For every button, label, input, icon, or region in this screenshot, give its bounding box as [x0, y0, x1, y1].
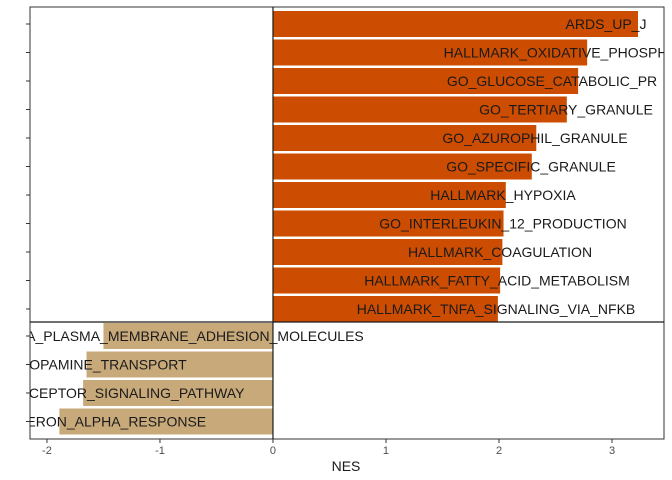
bar-positive-1 [272, 39, 588, 66]
bar-positive-8 [272, 239, 503, 265]
x-axis-title: NES [332, 458, 361, 474]
bar-label-positive-2: GO_GLUCOSE_CATABOLIC_PR [447, 73, 657, 89]
x-tick-label-0: -2 [42, 445, 52, 457]
x-tick-label-1: -1 [155, 445, 165, 457]
bar-label-positive-5: GO_SPECIFIC_GRANULE [446, 159, 616, 175]
bar-negative-1 [86, 351, 273, 378]
x-tick-label-4: 2 [496, 445, 502, 457]
bar-label-positive-10: HALLMARK_TNFA_SIGNALING_VIA_NFKB [357, 301, 636, 317]
bar-label-positive-4: GO_AZUROPHIL_GRANULE [442, 130, 627, 146]
bar-positive-10 [272, 296, 498, 322]
bar-label-positive-6: HALLMARK_HYPOXIA [430, 187, 576, 203]
x-tick-label-2: 0 [270, 445, 276, 457]
bar-positive-5 [272, 153, 532, 180]
axes-group: -2 -1 0 1 2 3 [26, 23, 615, 457]
bar-positive-9 [272, 267, 501, 294]
bar-label-negative-3: FERON_ALPHA_RESPONSE [18, 414, 206, 430]
bar-negative-3 [59, 408, 273, 435]
bar-negative-2 [83, 380, 273, 406]
bar-positive-2 [272, 68, 579, 94]
x-tick-label-5: 3 [609, 445, 615, 457]
bar-positive-3 [272, 96, 567, 123]
bar-label-negative-2: ECEPTOR_SIGNALING_PATHWAY [20, 385, 245, 401]
bar-label-positive-7: GO_INTERLEUKIN_12_PRODUCTION [379, 216, 626, 232]
bar-label-positive-9: HALLMARK_FATTY_ACID_METABOLISM [364, 273, 630, 289]
bar-label-negative-1: OPAMINE_TRANSPORT [29, 357, 187, 373]
bar-labels-group: ARDS_UP_J HALLMARK_OXIDATIVE_PHOSPHO GO_GL… [18, 16, 672, 430]
bar-positive-7 [272, 210, 504, 237]
bar-positive-6 [272, 182, 506, 208]
bar-negative-0 [103, 323, 273, 349]
bar-label-positive-1: HALLMARK_OXIDATIVE_PHOSPHO [444, 45, 672, 61]
bar-label-positive-8: HALLMARK_COAGULATION [408, 244, 592, 260]
bar-label-negative-0: IA_PLASMA_MEMBRANE_ADHESION_MOLECULES [22, 328, 364, 344]
bars-group [59, 11, 639, 435]
x-tick-label-3: 1 [383, 445, 389, 457]
bar-positive-0 [272, 11, 639, 37]
bar-label-positive-3: GO_TERTIARY_GRANULE [479, 102, 653, 118]
bar-label-positive-0: ARDS_UP_J [566, 16, 647, 32]
bar-positive-4 [272, 125, 537, 151]
